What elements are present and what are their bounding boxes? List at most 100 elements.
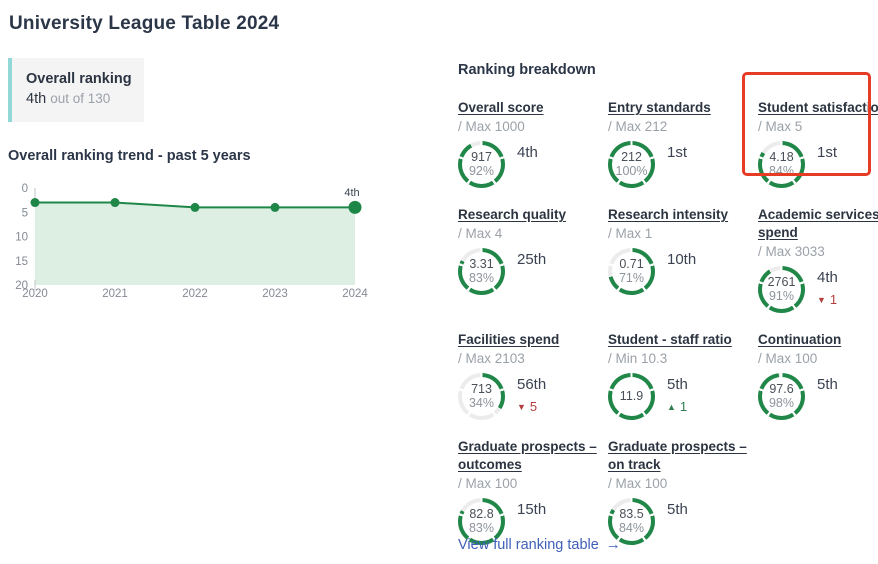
metric-card: Continuation / Max 100 97.6 98% 5th bbox=[758, 331, 878, 420]
gauge-value: 0.71 bbox=[619, 257, 644, 271]
metric-title-link[interactable]: Student satisfaction bbox=[758, 100, 878, 115]
metric-limit: / Max 100 bbox=[458, 476, 518, 491]
chart-point bbox=[30, 198, 40, 208]
chart-point bbox=[270, 202, 280, 212]
metric-rank: 10th bbox=[667, 251, 697, 268]
metric-rank: 56th bbox=[517, 376, 547, 393]
metric-title-link[interactable]: Graduate prospects – on track bbox=[608, 439, 747, 472]
metric-card: Entry standards / Max 212 212 100% 1st bbox=[608, 99, 756, 188]
metric-gauge-ring: 83.5 84% bbox=[608, 498, 655, 545]
chart-xtick-label: 2024 bbox=[342, 288, 368, 300]
right-arrow-icon: → bbox=[605, 536, 621, 553]
metric-side: 5th bbox=[817, 373, 838, 420]
metric-title-link[interactable]: Student - staff ratio bbox=[608, 332, 732, 347]
metric-side: 10th bbox=[667, 248, 696, 295]
metric-limit: / Max 212 bbox=[608, 119, 668, 134]
gauge-value: 713 bbox=[471, 382, 492, 396]
metric-body: 917 92% 4th bbox=[458, 141, 606, 188]
gauge-percent: 34% bbox=[468, 395, 495, 410]
metric-side: 4th bbox=[517, 141, 538, 188]
metric-gauge-ring: 4.18 84% bbox=[758, 141, 805, 188]
overall-ranking-card: Overall ranking 4th out of 130 bbox=[8, 58, 144, 122]
metric-card: Academic services spend / Max 3033 2761 … bbox=[758, 206, 878, 313]
metric-body: 97.6 98% 5th bbox=[758, 373, 878, 420]
gauge-percent: 71% bbox=[618, 270, 645, 285]
metric-limit: / Max 100 bbox=[758, 351, 818, 366]
chart-xtick-label: 2022 bbox=[182, 288, 208, 300]
chart-ytick-label: 15 bbox=[15, 256, 28, 268]
metric-card: Research intensity / Max 1 0.71 71% 10th bbox=[608, 206, 756, 295]
metric-limit: / Max 2103 bbox=[458, 351, 525, 366]
metric-side: 56th ▼ 5 bbox=[517, 373, 546, 420]
metric-gauge-ring: 82.8 83% bbox=[458, 498, 505, 545]
overall-rank-suffix: out of 130 bbox=[50, 91, 111, 106]
metric-rank: 1st bbox=[817, 144, 838, 161]
view-full-ranking-table-link[interactable]: View full ranking table → bbox=[458, 536, 621, 553]
metric-rank: 4th bbox=[817, 269, 838, 286]
gauge-text: 97.6 98% bbox=[758, 373, 805, 420]
gauge-percent: 91% bbox=[768, 288, 795, 303]
gauge-percent: 98% bbox=[768, 395, 795, 410]
metric-side: 5th bbox=[667, 498, 688, 545]
overall-ranking-label: Overall ranking bbox=[26, 71, 132, 87]
gauge-value: 11.9 bbox=[619, 388, 644, 403]
metric-gauge-ring: 917 92% bbox=[458, 141, 505, 188]
metric-title-link[interactable]: Continuation bbox=[758, 332, 842, 347]
gauge-text: 83.5 84% bbox=[608, 498, 655, 545]
metric-body: 82.8 83% 15th bbox=[458, 498, 606, 545]
metric-title-link[interactable]: Academic services spend bbox=[758, 207, 878, 240]
gauge-value: 3.31 bbox=[469, 257, 494, 271]
chart-point bbox=[190, 202, 200, 212]
metric-title-link[interactable]: Research intensity bbox=[608, 207, 729, 222]
gauge-percent: 83% bbox=[468, 520, 495, 535]
metric-rank: 4th bbox=[517, 144, 538, 161]
metric-gauge-ring: 212 100% bbox=[608, 141, 655, 188]
chart-xtick-label: 2020 bbox=[22, 288, 48, 300]
metric-side: 25th bbox=[517, 248, 546, 295]
metric-change-indicator: ▼ 1 bbox=[817, 292, 838, 307]
gauge-text: 2761 91% bbox=[758, 266, 805, 313]
metric-rank: 5th bbox=[667, 501, 688, 518]
gauge-percent: 100% bbox=[615, 163, 648, 178]
metric-title-link[interactable]: Entry standards bbox=[608, 100, 711, 115]
gauge-value: 82.8 bbox=[469, 507, 494, 521]
chart-point bbox=[348, 200, 362, 214]
metric-title-link[interactable]: Overall score bbox=[458, 100, 544, 115]
metric-limit: / Min 10.3 bbox=[608, 351, 668, 366]
gauge-text: 212 100% bbox=[608, 141, 655, 188]
gauge-value: 212 bbox=[621, 150, 642, 164]
metric-side: 15th bbox=[517, 498, 546, 545]
metric-rank: 5th bbox=[817, 376, 838, 393]
change-amount: 5 bbox=[529, 399, 538, 414]
metric-body: 713 34% 56th ▼ 5 bbox=[458, 373, 606, 420]
metric-limit: / Max 4 bbox=[458, 226, 503, 241]
chart-xtick-label: 2021 bbox=[102, 288, 128, 300]
chart-point bbox=[110, 198, 120, 208]
gauge-value: 4.18 bbox=[769, 150, 794, 164]
metric-limit: / Max 3033 bbox=[758, 244, 825, 259]
metric-body: 2761 91% 4th ▼ 1 bbox=[758, 266, 878, 313]
metric-title-link[interactable]: Graduate prospects – outcomes bbox=[458, 439, 597, 472]
metric-side: 1st bbox=[817, 141, 837, 188]
metric-gauge-ring: 713 34% bbox=[458, 373, 505, 420]
metric-title-link[interactable]: Facilities spend bbox=[458, 332, 560, 347]
metric-rank: 1st bbox=[667, 144, 688, 161]
metric-gauge-ring: 3.31 83% bbox=[458, 248, 505, 295]
gauge-text: 917 92% bbox=[458, 141, 505, 188]
metric-body: 83.5 84% 5th bbox=[608, 498, 756, 545]
metric-body: 0.71 71% 10th bbox=[608, 248, 756, 295]
change-triangle-icon: ▼ bbox=[817, 295, 826, 305]
page-title: University League Table 2024 bbox=[9, 13, 280, 34]
metric-limit: / Max 100 bbox=[608, 476, 668, 491]
metric-gauge-ring: 97.6 98% bbox=[758, 373, 805, 420]
metric-title-link[interactable]: Research quality bbox=[458, 207, 567, 222]
change-amount: 1 bbox=[829, 292, 838, 307]
metric-card: Research quality / Max 4 3.31 83% 25th bbox=[458, 206, 606, 295]
chart-ytick-label: 0 bbox=[22, 183, 28, 195]
metric-rank: 5th bbox=[667, 376, 688, 393]
gauge-value: 2761 bbox=[767, 275, 796, 289]
metric-card: Facilities spend / Max 2103 713 34% 56th… bbox=[458, 331, 606, 420]
breakdown-heading: Ranking breakdown bbox=[458, 62, 596, 78]
chart-xtick-label: 2023 bbox=[262, 288, 288, 300]
